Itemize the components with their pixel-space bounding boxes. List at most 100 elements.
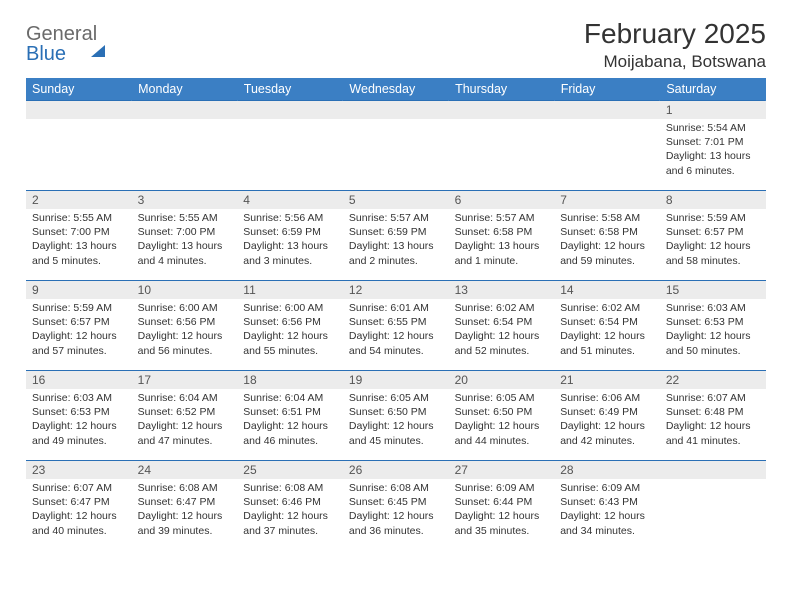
day-details: Sunrise: 6:00 AMSunset: 6:56 PMDaylight:… xyxy=(237,299,343,362)
day-number: 3 xyxy=(132,191,238,209)
day-number: 14 xyxy=(554,281,660,299)
calendar-cell: 27Sunrise: 6:09 AMSunset: 6:44 PMDayligh… xyxy=(449,461,555,551)
day-number: 7 xyxy=(554,191,660,209)
day-number xyxy=(343,101,449,119)
calendar-cell: 22Sunrise: 6:07 AMSunset: 6:48 PMDayligh… xyxy=(660,371,766,461)
calendar-cell: 1Sunrise: 5:54 AMSunset: 7:01 PMDaylight… xyxy=(660,101,766,191)
calendar-cell: 3Sunrise: 5:55 AMSunset: 7:00 PMDaylight… xyxy=(132,191,238,281)
calendar-cell: 20Sunrise: 6:05 AMSunset: 6:50 PMDayligh… xyxy=(449,371,555,461)
day-number xyxy=(132,101,238,119)
calendar-cell: 15Sunrise: 6:03 AMSunset: 6:53 PMDayligh… xyxy=(660,281,766,371)
day-number: 26 xyxy=(343,461,449,479)
day-number: 8 xyxy=(660,191,766,209)
weekday-header: Monday xyxy=(132,78,238,101)
day-details: Sunrise: 6:07 AMSunset: 6:47 PMDaylight:… xyxy=(26,479,132,542)
calendar-cell xyxy=(26,101,132,191)
day-details: Sunrise: 6:02 AMSunset: 6:54 PMDaylight:… xyxy=(554,299,660,362)
day-number: 1 xyxy=(660,101,766,119)
day-number: 22 xyxy=(660,371,766,389)
day-number: 2 xyxy=(26,191,132,209)
day-number xyxy=(660,461,766,479)
day-number: 4 xyxy=(237,191,343,209)
day-details: Sunrise: 6:04 AMSunset: 6:52 PMDaylight:… xyxy=(132,389,238,452)
day-details: Sunrise: 6:07 AMSunset: 6:48 PMDaylight:… xyxy=(660,389,766,452)
calendar-cell xyxy=(660,461,766,551)
calendar-cell xyxy=(449,101,555,191)
day-number: 13 xyxy=(449,281,555,299)
day-details xyxy=(26,119,132,125)
calendar-cell: 13Sunrise: 6:02 AMSunset: 6:54 PMDayligh… xyxy=(449,281,555,371)
day-number xyxy=(237,101,343,119)
day-number xyxy=(554,101,660,119)
day-details xyxy=(237,119,343,125)
calendar-cell: 17Sunrise: 6:04 AMSunset: 6:52 PMDayligh… xyxy=(132,371,238,461)
day-number: 25 xyxy=(237,461,343,479)
day-number: 28 xyxy=(554,461,660,479)
day-details xyxy=(343,119,449,125)
calendar-week-row: 16Sunrise: 6:03 AMSunset: 6:53 PMDayligh… xyxy=(26,371,766,461)
calendar-cell: 5Sunrise: 5:57 AMSunset: 6:59 PMDaylight… xyxy=(343,191,449,281)
day-details: Sunrise: 6:03 AMSunset: 6:53 PMDaylight:… xyxy=(660,299,766,362)
header: General Blue February 2025 Moijabana, Bo… xyxy=(26,18,766,72)
day-details xyxy=(660,479,766,485)
day-number: 20 xyxy=(449,371,555,389)
title-block: February 2025 Moijabana, Botswana xyxy=(584,18,766,72)
calendar-cell: 25Sunrise: 6:08 AMSunset: 6:46 PMDayligh… xyxy=(237,461,343,551)
day-details: Sunrise: 5:55 AMSunset: 7:00 PMDaylight:… xyxy=(26,209,132,272)
calendar-cell: 4Sunrise: 5:56 AMSunset: 6:59 PMDaylight… xyxy=(237,191,343,281)
calendar-cell: 6Sunrise: 5:57 AMSunset: 6:58 PMDaylight… xyxy=(449,191,555,281)
day-details: Sunrise: 5:54 AMSunset: 7:01 PMDaylight:… xyxy=(660,119,766,182)
day-details: Sunrise: 5:57 AMSunset: 6:58 PMDaylight:… xyxy=(449,209,555,272)
day-details: Sunrise: 5:56 AMSunset: 6:59 PMDaylight:… xyxy=(237,209,343,272)
calendar-cell: 8Sunrise: 5:59 AMSunset: 6:57 PMDaylight… xyxy=(660,191,766,281)
calendar-week-row: 23Sunrise: 6:07 AMSunset: 6:47 PMDayligh… xyxy=(26,461,766,551)
calendar-page: General Blue February 2025 Moijabana, Bo… xyxy=(0,0,792,561)
brand-triangle-icon xyxy=(91,23,105,57)
day-details: Sunrise: 6:05 AMSunset: 6:50 PMDaylight:… xyxy=(449,389,555,452)
day-details: Sunrise: 5:57 AMSunset: 6:59 PMDaylight:… xyxy=(343,209,449,272)
day-number: 17 xyxy=(132,371,238,389)
day-details xyxy=(449,119,555,125)
calendar-cell xyxy=(132,101,238,191)
day-number: 19 xyxy=(343,371,449,389)
day-number: 27 xyxy=(449,461,555,479)
calendar-cell: 2Sunrise: 5:55 AMSunset: 7:00 PMDaylight… xyxy=(26,191,132,281)
day-details: Sunrise: 6:02 AMSunset: 6:54 PMDaylight:… xyxy=(449,299,555,362)
day-details: Sunrise: 5:55 AMSunset: 7:00 PMDaylight:… xyxy=(132,209,238,272)
day-details: Sunrise: 6:09 AMSunset: 6:44 PMDaylight:… xyxy=(449,479,555,542)
day-number: 18 xyxy=(237,371,343,389)
calendar-cell: 26Sunrise: 6:08 AMSunset: 6:45 PMDayligh… xyxy=(343,461,449,551)
calendar-cell xyxy=(343,101,449,191)
brand-text: General Blue xyxy=(26,24,105,64)
day-details: Sunrise: 6:08 AMSunset: 6:47 PMDaylight:… xyxy=(132,479,238,542)
day-details: Sunrise: 6:05 AMSunset: 6:50 PMDaylight:… xyxy=(343,389,449,452)
day-number: 11 xyxy=(237,281,343,299)
calendar-header-row: SundayMondayTuesdayWednesdayThursdayFrid… xyxy=(26,78,766,101)
calendar-week-row: 1Sunrise: 5:54 AMSunset: 7:01 PMDaylight… xyxy=(26,101,766,191)
day-details: Sunrise: 6:01 AMSunset: 6:55 PMDaylight:… xyxy=(343,299,449,362)
brand-logo: General Blue xyxy=(26,18,105,64)
day-details: Sunrise: 6:06 AMSunset: 6:49 PMDaylight:… xyxy=(554,389,660,452)
title-location: Moijabana, Botswana xyxy=(584,52,766,72)
day-number: 10 xyxy=(132,281,238,299)
calendar-cell: 9Sunrise: 5:59 AMSunset: 6:57 PMDaylight… xyxy=(26,281,132,371)
day-details xyxy=(554,119,660,125)
weekday-header: Friday xyxy=(554,78,660,101)
weekday-header: Thursday xyxy=(449,78,555,101)
weekday-header: Tuesday xyxy=(237,78,343,101)
weekday-header: Wednesday xyxy=(343,78,449,101)
calendar-cell: 7Sunrise: 5:58 AMSunset: 6:58 PMDaylight… xyxy=(554,191,660,281)
title-month: February 2025 xyxy=(584,18,766,50)
calendar-week-row: 9Sunrise: 5:59 AMSunset: 6:57 PMDaylight… xyxy=(26,281,766,371)
brand-part1: General xyxy=(26,23,97,45)
calendar-cell: 18Sunrise: 6:04 AMSunset: 6:51 PMDayligh… xyxy=(237,371,343,461)
weekday-header: Sunday xyxy=(26,78,132,101)
calendar-table: SundayMondayTuesdayWednesdayThursdayFrid… xyxy=(26,78,766,551)
day-number: 6 xyxy=(449,191,555,209)
day-details: Sunrise: 6:00 AMSunset: 6:56 PMDaylight:… xyxy=(132,299,238,362)
day-details: Sunrise: 5:58 AMSunset: 6:58 PMDaylight:… xyxy=(554,209,660,272)
day-number xyxy=(449,101,555,119)
calendar-cell: 19Sunrise: 6:05 AMSunset: 6:50 PMDayligh… xyxy=(343,371,449,461)
day-details xyxy=(132,119,238,125)
calendar-cell: 11Sunrise: 6:00 AMSunset: 6:56 PMDayligh… xyxy=(237,281,343,371)
